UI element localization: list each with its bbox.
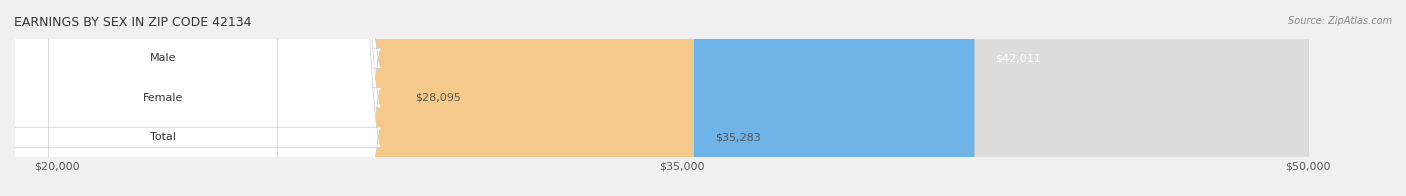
- Text: $28,095: $28,095: [415, 93, 461, 103]
- Text: $42,011: $42,011: [995, 53, 1040, 63]
- FancyBboxPatch shape: [56, 0, 974, 196]
- Text: $35,283: $35,283: [714, 132, 761, 142]
- Text: EARNINGS BY SEX IN ZIP CODE 42134: EARNINGS BY SEX IN ZIP CODE 42134: [14, 16, 252, 29]
- FancyBboxPatch shape: [56, 0, 1308, 196]
- Text: Female: Female: [143, 93, 183, 103]
- FancyBboxPatch shape: [56, 0, 1308, 196]
- FancyBboxPatch shape: [56, 0, 1308, 196]
- FancyBboxPatch shape: [0, 0, 382, 196]
- FancyBboxPatch shape: [56, 0, 695, 196]
- Text: Male: Male: [150, 53, 176, 63]
- Text: Total: Total: [150, 132, 176, 142]
- FancyBboxPatch shape: [0, 0, 557, 196]
- FancyBboxPatch shape: [0, 0, 382, 196]
- Text: Source: ZipAtlas.com: Source: ZipAtlas.com: [1288, 16, 1392, 26]
- FancyBboxPatch shape: [0, 0, 382, 196]
